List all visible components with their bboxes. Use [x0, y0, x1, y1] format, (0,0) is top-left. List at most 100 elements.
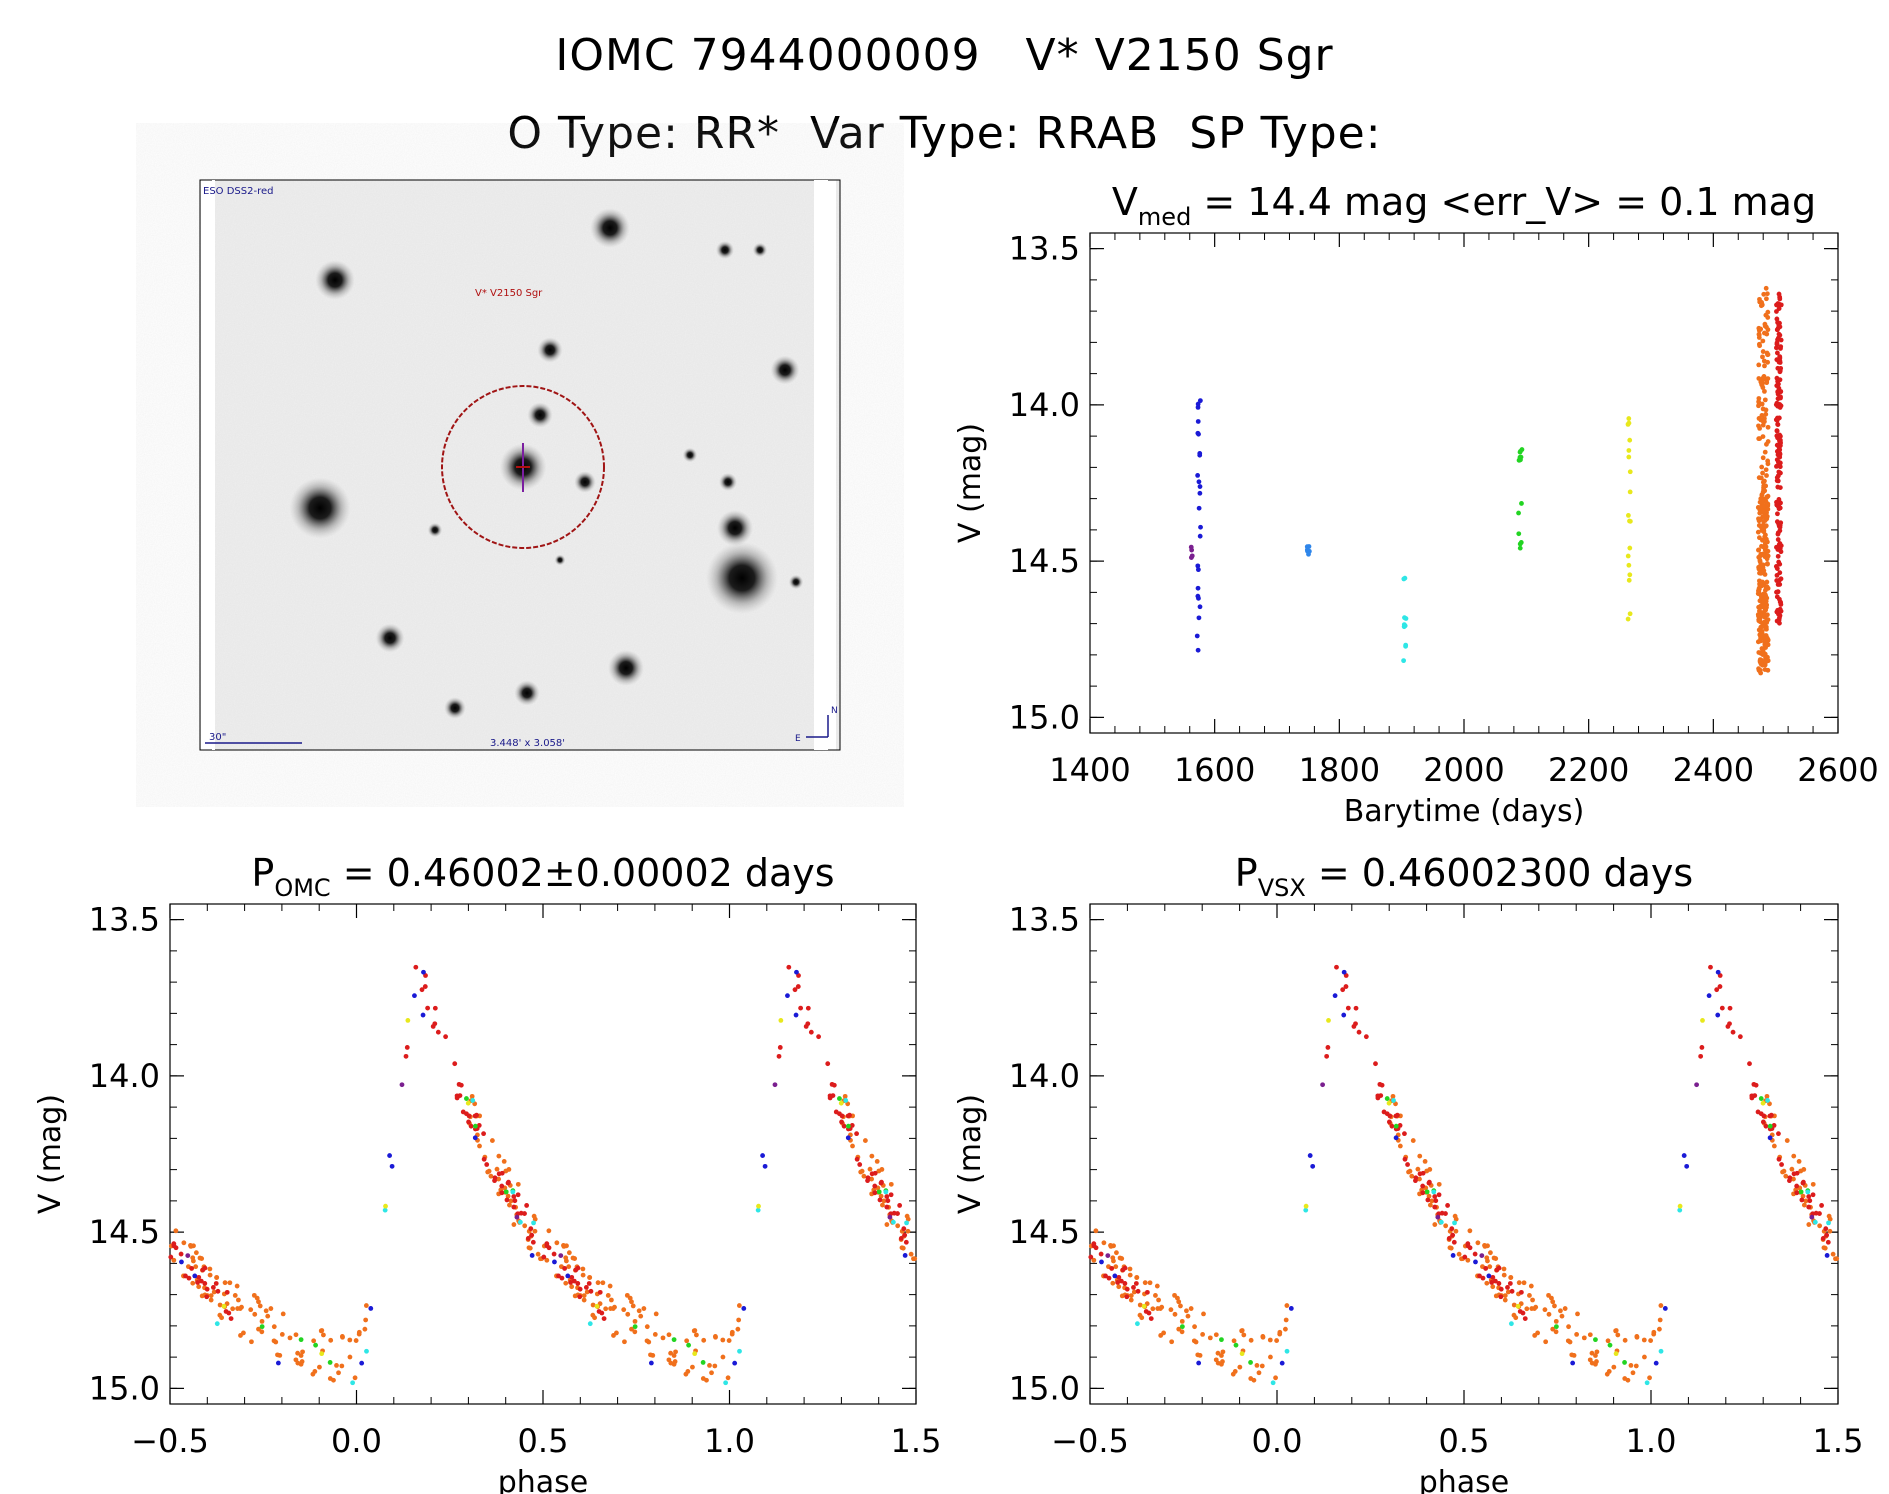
phase-vsx-point: [1407, 1168, 1413, 1174]
light-curve-point: [1763, 523, 1769, 529]
light-curve-point: [1760, 489, 1766, 495]
phase-omc-point: [794, 969, 799, 975]
phase-vsx-point: [1093, 1245, 1099, 1251]
light-curve-ytick-label: 15.0: [1009, 698, 1080, 736]
phase-vsx-series-green: [1179, 1096, 1811, 1365]
phase-vsx-point: [1453, 1228, 1459, 1234]
phase-vsx-point: [1758, 1096, 1764, 1101]
light-curve-point: [1625, 616, 1631, 622]
phase-omc-point: [328, 1337, 334, 1343]
phase-omc-point: [756, 1203, 761, 1209]
phase-vsx-point: [1267, 1337, 1273, 1343]
light-curve-point: [1198, 524, 1203, 530]
phase-vsx-point: [1767, 1123, 1773, 1129]
light-curve-point: [1774, 428, 1780, 434]
phase-vsx-point: [1284, 1303, 1290, 1308]
light-curve-point: [1401, 658, 1407, 664]
phase-vsx-point: [1099, 1259, 1104, 1265]
phase-omc-point: [413, 964, 419, 970]
light-curve-point: [1758, 516, 1763, 522]
light-curve-point: [1306, 551, 1311, 557]
light-curve-point: [1765, 359, 1771, 365]
phase-omc-point: [884, 1222, 890, 1227]
phase-omc-point: [666, 1332, 672, 1338]
phase-vsx-point: [1091, 1257, 1097, 1263]
phase-vsx-point: [1153, 1293, 1158, 1298]
size-label: 3.448' x 3.058': [490, 738, 565, 749]
phase-vsx-point: [1791, 1176, 1796, 1182]
phase-vsx-point: [1176, 1299, 1182, 1305]
light-curve-point: [1760, 470, 1765, 476]
phase-vsx-point: [1833, 1256, 1838, 1262]
phase-omc-point: [885, 1198, 891, 1204]
light-curve-point: [1775, 377, 1781, 383]
light-curve-point: [1626, 454, 1632, 460]
phase-omc-point: [584, 1289, 590, 1295]
light-curve-point: [1765, 561, 1770, 567]
phase-omc-point: [350, 1380, 356, 1386]
phase-vsx-point: [1593, 1353, 1598, 1358]
phase-vsx-point: [1641, 1337, 1647, 1343]
phase-omc-point: [588, 1288, 594, 1294]
light-curve-point: [1759, 464, 1765, 470]
phase-vsx-point: [1325, 1045, 1331, 1050]
phase-vsx-point: [1521, 1280, 1527, 1286]
phase-vsx-xtick-label: −0.5: [1051, 1422, 1129, 1460]
phase-omc-point: [741, 1306, 747, 1311]
light-curve-point: [1194, 633, 1200, 639]
phase-omc-point: [652, 1332, 658, 1337]
phase-omc-point: [249, 1339, 254, 1345]
light-curve-point: [1765, 327, 1771, 333]
phase-vsx-point: [1237, 1364, 1243, 1370]
light-curve-point: [1774, 382, 1780, 388]
phase-vsx-point: [1158, 1333, 1164, 1338]
phase-vsx-point: [1422, 1158, 1428, 1164]
phase-omc-point: [496, 1176, 501, 1182]
phase-omc-point: [638, 1313, 644, 1319]
phase-vsx-point: [1127, 1266, 1133, 1272]
light-curve-point: [1757, 638, 1763, 644]
light-curve-point: [1626, 577, 1632, 583]
phase-vsx-point: [1274, 1338, 1280, 1343]
light-curve-point: [1777, 615, 1782, 621]
phase-vsx-point: [1625, 1377, 1631, 1383]
phase-vsx-point: [1752, 1093, 1758, 1098]
phase-omc-ytick-label: 14.5: [89, 1213, 160, 1251]
phase-vsx-point: [1794, 1190, 1800, 1196]
phase-vsx-point: [1139, 1315, 1145, 1321]
light-curve-point: [1756, 331, 1762, 337]
phase-omc-point: [468, 1123, 474, 1129]
phase-omc-point: [173, 1245, 179, 1251]
phase-omc-point: [704, 1377, 709, 1383]
phase-omc-point: [280, 1311, 286, 1317]
phase-vsx-point: [1644, 1380, 1650, 1386]
phase-omc-point: [575, 1281, 581, 1286]
light-curve-point: [1627, 572, 1633, 578]
phase-omc-point: [869, 1153, 875, 1159]
phase-omc-point: [563, 1258, 569, 1264]
phase-omc-point: [226, 1310, 232, 1316]
phase-omc-point: [587, 1321, 593, 1327]
target-circle: [441, 385, 605, 549]
phase-vsx-point: [1427, 1202, 1433, 1208]
phase-omc-point: [569, 1284, 575, 1290]
phase-vsx-point: [1387, 1113, 1393, 1119]
phase-omc-point: [347, 1337, 353, 1343]
light-curve-point: [1761, 509, 1766, 515]
phase-vsx-point: [1128, 1297, 1134, 1303]
phase-vsx-point: [1508, 1275, 1514, 1280]
light-curve-point: [1627, 611, 1633, 617]
phase-vsx-point: [1651, 1329, 1657, 1335]
phase-omc-point: [580, 1266, 586, 1272]
phase-omc-point: [183, 1273, 188, 1279]
phase-vsx-point: [1215, 1350, 1221, 1356]
phase-omc-point: [843, 1098, 849, 1103]
phase-omc-point: [862, 1138, 868, 1143]
phase-omc-point: [556, 1273, 561, 1279]
phase-vsx-point: [1207, 1335, 1213, 1341]
phase-vsx-point: [1394, 1112, 1400, 1118]
phase-omc-point: [725, 1375, 731, 1381]
light-curve-point: [1519, 501, 1524, 506]
phase-vsx-point: [1684, 1163, 1690, 1169]
